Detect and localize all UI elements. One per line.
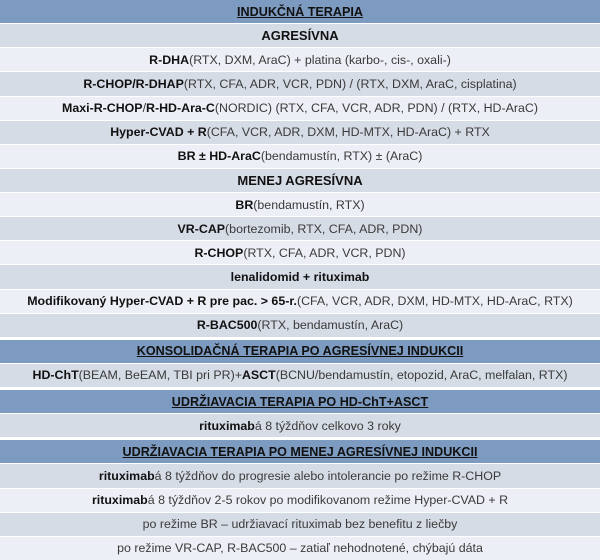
regimen-name: rituximab: [199, 418, 255, 433]
regimen-detail: (BCNU/bendamustín, etopozid, AraC, melfa…: [275, 368, 568, 383]
section-header: KONSOLIDAČNÁ TERAPIA PO AGRESÍVNEJ INDUK…: [0, 339, 600, 363]
regimen-name: UDRŽIAVACIA TERAPIA PO HD-ChT+ASCT: [171, 394, 429, 409]
regimen-name: R-CHOP/R-DHAP: [83, 76, 184, 91]
regimen-detail: (CFA, VCR, ADR, DXM, HD-MTX, HD-AraC, RT…: [296, 294, 573, 309]
regimen-detail: (bendamustín, RTX): [253, 197, 365, 212]
table-row: Hyper-CVAD + R (CFA, VCR, ADR, DXM, HD-M…: [0, 120, 600, 144]
regimen-name: R-CHOP: [194, 245, 244, 260]
regimen-name: Maxi-R-CHOP: [62, 101, 143, 116]
table-row: R-BAC500 (RTX, bendamustín, AraC): [0, 313, 600, 337]
table-row: po režime BR – udržiavací rituximab bez …: [0, 512, 600, 536]
regimen-name: UDRŽIAVACIA TERAPIA PO MENEJ AGRESÍVNEJ …: [122, 444, 478, 459]
table-row: R-CHOP (RTX, CFA, ADR, VCR, PDN): [0, 241, 600, 265]
regimen-name: BR: [235, 197, 254, 212]
regimen-name: MENEJ AGRESÍVNA: [237, 172, 363, 188]
regimen-detail: á 8 týždňov celkovo 3 roky: [254, 418, 401, 433]
regimen-name: R-HD-Ara-C: [146, 101, 215, 116]
regimen-name: R-DHA: [149, 52, 190, 67]
regimen-detail: po režime VR-CAP, R-BAC500 – zatiaľ neho…: [117, 541, 483, 556]
regimen-detail: (BEAM, BeEAM, TBI pri PR)+: [78, 368, 242, 383]
table-row: rituximab á 8 týždňov do progresie alebo…: [0, 464, 600, 488]
regimen-name: Hyper-CVAD + R: [110, 125, 207, 140]
regimen-name: KONSOLIDAČNÁ TERAPIA PO AGRESÍVNEJ INDUK…: [136, 344, 464, 359]
regimen-detail: po režime BR – udržiavací rituximab bez …: [142, 517, 458, 532]
regimen-name: ASCT: [241, 368, 276, 383]
regimen-detail: (RTX, CFA, ADR, VCR, PDN) / (RTX, DXM, A…: [183, 76, 517, 91]
table-row: R-DHA (RTX, DXM, AraC) + platina (karbo-…: [0, 48, 600, 72]
regimen-detail: /: [142, 101, 147, 116]
section-header: UDRŽIAVACIA TERAPIA PO HD-ChT+ASCT: [0, 390, 600, 414]
regimen-detail: (NORDIC) (RTX, CFA, VCR, ADR, PDN) / (RT…: [214, 101, 538, 116]
regimen-name: rituximab: [98, 468, 155, 483]
regimen-detail: (RTX, bendamustín, AraC): [257, 318, 404, 333]
regimen-name: BR ± HD-AraC: [177, 149, 261, 164]
table-row: lenalidomid + rituximab: [0, 265, 600, 289]
table-row: rituximab á 8 týždňov celkovo 3 roky: [0, 414, 600, 438]
regimen-name: rituximab: [91, 493, 148, 508]
regimen-name: Modifikovaný Hyper-CVAD + R pre pac. > 6…: [27, 294, 297, 309]
table-row: rituximab á 8 týždňov 2-5 rokov po modif…: [0, 488, 600, 512]
regimen-detail: (RTX, CFA, ADR, VCR, PDN): [243, 245, 406, 260]
regimen-detail: (bortezomib, RTX, CFA, ADR, PDN): [225, 221, 423, 236]
table-row: po režime VR-CAP, R-BAC500 – zatiaľ neho…: [0, 536, 600, 560]
regimen-name: AGRESÍVNA: [261, 28, 339, 44]
table-row: VR-CAP (bortezomib, RTX, CFA, ADR, PDN): [0, 217, 600, 241]
subsection-header: MENEJ AGRESÍVNA: [0, 168, 600, 192]
regimen-name: R-BAC500: [196, 318, 258, 333]
regimen-name: INDUKČNÁ TERAPIA: [237, 4, 363, 19]
table-row: BR ± HD-AraC (bendamustín, RTX) ± (AraC): [0, 144, 600, 168]
table-row: R-CHOP/R-DHAP (RTX, CFA, ADR, VCR, PDN) …: [0, 72, 600, 96]
table-row: Maxi-R-CHOP / R-HD-Ara-C (NORDIC) (RTX, …: [0, 96, 600, 120]
table-row: Modifikovaný Hyper-CVAD + R pre pac. > 6…: [0, 289, 600, 313]
section-header: INDUKČNÁ TERAPIA: [0, 0, 600, 24]
regimen-name: HD-ChT: [32, 368, 79, 383]
regimen-detail: á 8 týždňov 2-5 rokov po modifikovanom r…: [147, 493, 509, 508]
subsection-header: AGRESÍVNA: [0, 24, 600, 48]
section-header: UDRŽIAVACIA TERAPIA PO MENEJ AGRESÍVNEJ …: [0, 440, 600, 464]
regimen-detail: á 8 týždňov do progresie alebo intoleran…: [154, 468, 502, 483]
regimen-detail: (CFA, VCR, ADR, DXM, HD-MTX, HD-AraC) + …: [206, 125, 490, 140]
regimen-detail: (RTX, DXM, AraC) + platina (karbo-, cis-…: [189, 52, 451, 67]
regimen-name: VR-CAP: [177, 221, 226, 236]
table-row: BR (bendamustín, RTX): [0, 193, 600, 217]
regimen-name: lenalidomid + rituximab: [230, 269, 370, 284]
regimen-detail: (bendamustín, RTX) ± (AraC): [260, 149, 423, 164]
table-row: HD-ChT (BEAM, BeEAM, TBI pri PR)+ ASCT (…: [0, 363, 600, 387]
